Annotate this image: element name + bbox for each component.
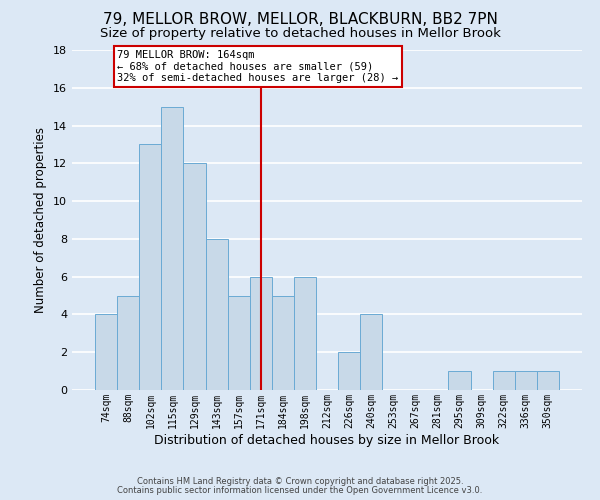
- Bar: [493, 371, 515, 390]
- Bar: [184, 164, 206, 390]
- Bar: [139, 144, 161, 390]
- Bar: [117, 296, 139, 390]
- Text: Contains public sector information licensed under the Open Government Licence v3: Contains public sector information licen…: [118, 486, 482, 495]
- Bar: [537, 371, 559, 390]
- Bar: [360, 314, 382, 390]
- Text: 79, MELLOR BROW, MELLOR, BLACKBURN, BB2 7PN: 79, MELLOR BROW, MELLOR, BLACKBURN, BB2 …: [103, 12, 497, 28]
- Y-axis label: Number of detached properties: Number of detached properties: [34, 127, 47, 313]
- X-axis label: Distribution of detached houses by size in Mellor Brook: Distribution of detached houses by size …: [154, 434, 500, 446]
- Bar: [294, 276, 316, 390]
- Bar: [338, 352, 360, 390]
- Bar: [515, 371, 537, 390]
- Bar: [227, 296, 250, 390]
- Bar: [272, 296, 294, 390]
- Bar: [448, 371, 470, 390]
- Bar: [250, 276, 272, 390]
- Bar: [161, 106, 184, 390]
- Bar: [206, 239, 227, 390]
- Text: Contains HM Land Registry data © Crown copyright and database right 2025.: Contains HM Land Registry data © Crown c…: [137, 477, 463, 486]
- Bar: [95, 314, 117, 390]
- Text: 79 MELLOR BROW: 164sqm
← 68% of detached houses are smaller (59)
32% of semi-det: 79 MELLOR BROW: 164sqm ← 68% of detached…: [117, 50, 398, 83]
- Text: Size of property relative to detached houses in Mellor Brook: Size of property relative to detached ho…: [100, 28, 500, 40]
